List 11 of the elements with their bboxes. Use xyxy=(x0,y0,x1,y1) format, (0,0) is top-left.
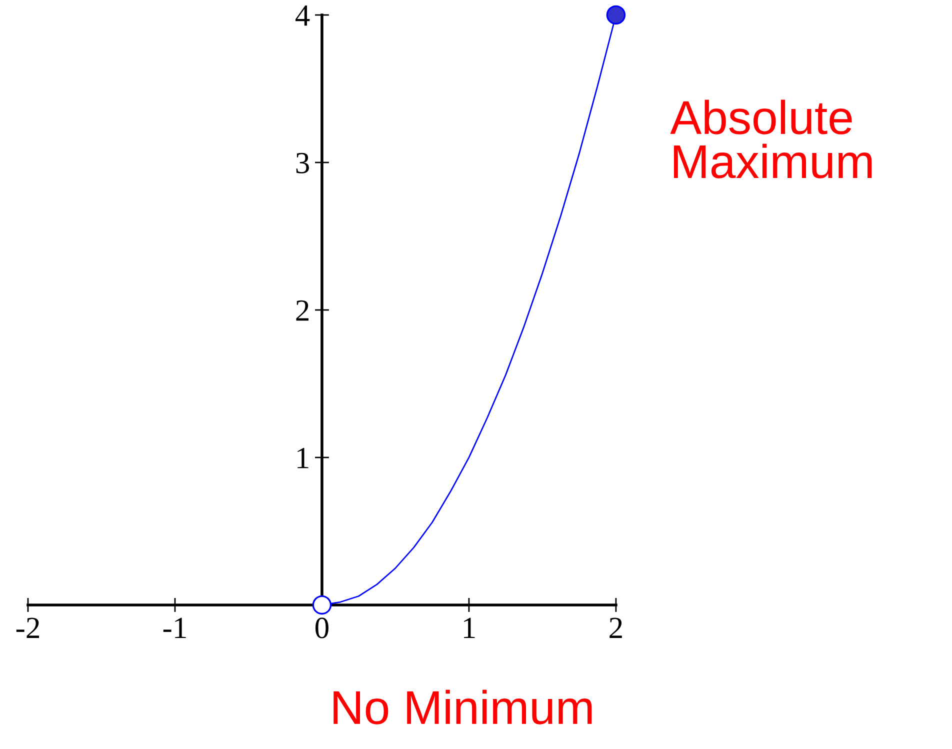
annotation: Absolute Maximum xyxy=(670,100,872,178)
y-tick-label: 1 xyxy=(298,448,308,468)
y-tick-label: 4 xyxy=(295,5,310,26)
y-tick-label: 2 xyxy=(296,300,308,321)
x-tick-label: -2 xyxy=(16,618,40,638)
x-tick-label: 2 xyxy=(610,618,622,638)
x-tick-label: 1 xyxy=(464,618,475,638)
x-tick-label: 0 xyxy=(315,618,328,638)
x-tick-label: -1 xyxy=(163,618,186,638)
y-tick-label: 3 xyxy=(296,152,309,174)
annotation: No Minimum xyxy=(334,690,592,724)
